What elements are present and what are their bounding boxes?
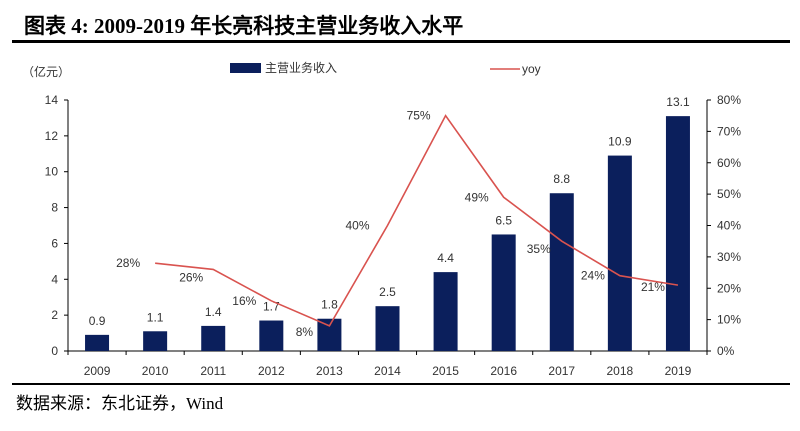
bar-2016	[491, 234, 516, 351]
yoy-label: 35%	[527, 242, 551, 256]
unit-label: （亿元）	[22, 64, 70, 79]
x-tick-label: 2013	[316, 364, 343, 378]
right-tick-label: 40%	[717, 219, 741, 233]
yoy-label: 8%	[296, 325, 314, 339]
x-tick-label: 2010	[142, 364, 169, 378]
bar-2009	[85, 334, 110, 351]
yoy-label: 40%	[345, 219, 369, 233]
bar-label: 4.4	[437, 251, 454, 265]
bar-label: 0.9	[89, 314, 106, 328]
left-tick-label: 4	[51, 272, 58, 286]
source-note: 数据来源：东北证券，Wind	[16, 394, 224, 413]
right-tick-label: 10%	[717, 313, 741, 327]
right-tick-label: 80%	[717, 93, 741, 107]
bar-label: 10.9	[608, 135, 632, 149]
x-tick-label: 2015	[432, 364, 459, 378]
yoy-label: 28%	[116, 256, 140, 270]
x-tick-label: 2017	[548, 364, 575, 378]
bar-label: 8.8	[553, 172, 570, 186]
x-tick-label: 2009	[84, 364, 111, 378]
left-tick-label: 0	[51, 344, 58, 358]
bar-label: 1.4	[205, 305, 222, 319]
bar-2010	[143, 331, 168, 351]
bar-label: 1.1	[147, 310, 164, 324]
bar-label: 1.8	[321, 298, 338, 312]
yoy-label: 75%	[407, 109, 431, 123]
bar-2014	[375, 306, 400, 351]
left-tick-label: 14	[45, 93, 59, 107]
bar-2017	[549, 193, 574, 351]
figure-title: 图表 4: 2009-2019 年长亮科技主营业务收入水平	[24, 14, 464, 38]
bar-label: 2.5	[379, 285, 396, 299]
source-rule	[12, 383, 790, 385]
legend-bar-label: 主营业务收入	[265, 60, 337, 75]
bar-2012	[259, 320, 284, 351]
left-tick-label: 10	[45, 165, 59, 179]
yoy-label: 49%	[465, 190, 489, 204]
bar-2013	[317, 318, 342, 351]
legend-line-label: yoy	[522, 62, 541, 76]
bar-2011	[201, 325, 226, 351]
x-tick-label: 2018	[607, 364, 634, 378]
bar-label: 6.5	[495, 213, 512, 227]
bar-2015	[433, 272, 458, 351]
yoy-line	[155, 114, 679, 327]
left-tick-label: 2	[51, 308, 58, 322]
yoy-label: 24%	[581, 269, 605, 283]
right-tick-label: 0%	[717, 344, 735, 358]
bar-2018	[607, 155, 632, 351]
x-tick-label: 2019	[665, 364, 692, 378]
right-tick-label: 60%	[717, 156, 741, 170]
legend-bar-swatch	[230, 63, 261, 73]
left-tick-label: 12	[45, 129, 59, 143]
yoy-label: 21%	[641, 280, 665, 294]
right-tick-label: 70%	[717, 124, 741, 138]
bar-label: 13.1	[666, 95, 690, 109]
left-tick-label: 8	[51, 201, 58, 215]
x-tick-label: 2011	[200, 364, 226, 378]
x-tick-label: 2016	[490, 364, 517, 378]
yoy-label: 16%	[232, 294, 256, 308]
right-tick-label: 50%	[717, 187, 741, 201]
x-tick-label: 2012	[258, 364, 285, 378]
right-tick-label: 20%	[717, 281, 741, 295]
right-tick-label: 30%	[717, 250, 741, 264]
x-tick-label: 2014	[374, 364, 401, 378]
title-rule	[12, 40, 790, 43]
yoy-label: 26%	[179, 270, 203, 284]
bar-2019	[665, 116, 690, 351]
left-tick-label: 6	[51, 236, 58, 250]
